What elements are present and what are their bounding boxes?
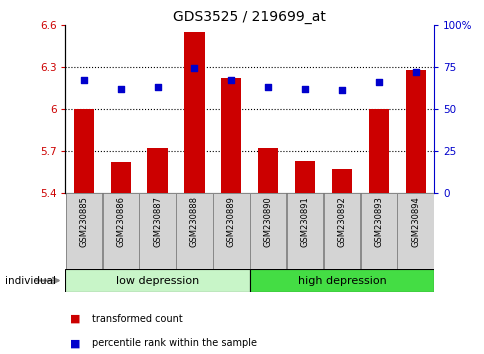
- Point: [227, 78, 235, 83]
- Text: GSM230890: GSM230890: [263, 196, 272, 247]
- Text: transformed count: transformed count: [92, 314, 182, 324]
- Bar: [110, 162, 131, 193]
- Bar: [147, 148, 167, 193]
- Bar: [294, 161, 315, 193]
- Point: [337, 87, 345, 93]
- Bar: [65, 193, 102, 269]
- Text: individual: individual: [5, 276, 56, 286]
- Text: percentile rank within the sample: percentile rank within the sample: [92, 338, 257, 348]
- Text: low depression: low depression: [116, 275, 199, 286]
- Bar: [212, 193, 249, 269]
- Point: [374, 79, 382, 85]
- Text: GSM230893: GSM230893: [374, 196, 382, 247]
- Point: [117, 86, 124, 92]
- Text: GSM230885: GSM230885: [79, 196, 88, 247]
- Bar: [331, 169, 351, 193]
- Text: GSM230886: GSM230886: [116, 196, 125, 247]
- Text: GSM230891: GSM230891: [300, 196, 309, 247]
- Text: GSM230889: GSM230889: [227, 196, 235, 247]
- Bar: [184, 32, 204, 193]
- Point: [153, 84, 161, 90]
- Bar: [323, 193, 360, 269]
- Text: GSM230892: GSM230892: [337, 196, 346, 247]
- Text: GSM230888: GSM230888: [190, 196, 198, 247]
- Bar: [286, 193, 323, 269]
- Point: [264, 84, 272, 90]
- Title: GDS3525 / 219699_at: GDS3525 / 219699_at: [173, 10, 326, 24]
- Text: ■: ■: [70, 314, 81, 324]
- Bar: [396, 193, 433, 269]
- Bar: [176, 193, 212, 269]
- Bar: [102, 193, 139, 269]
- Bar: [368, 109, 388, 193]
- Bar: [360, 193, 396, 269]
- Text: GSM230887: GSM230887: [153, 196, 162, 247]
- Text: ■: ■: [70, 338, 81, 348]
- Bar: [221, 78, 241, 193]
- Point: [411, 69, 419, 75]
- Bar: [249, 193, 286, 269]
- Bar: [74, 109, 94, 193]
- Bar: [405, 70, 425, 193]
- Point: [301, 86, 308, 92]
- Bar: [139, 193, 176, 269]
- Bar: [257, 148, 278, 193]
- Point: [80, 78, 88, 83]
- Text: GSM230894: GSM230894: [410, 196, 419, 247]
- Point: [190, 66, 198, 72]
- Text: high depression: high depression: [297, 275, 385, 286]
- Bar: [249, 269, 433, 292]
- Bar: [65, 269, 249, 292]
